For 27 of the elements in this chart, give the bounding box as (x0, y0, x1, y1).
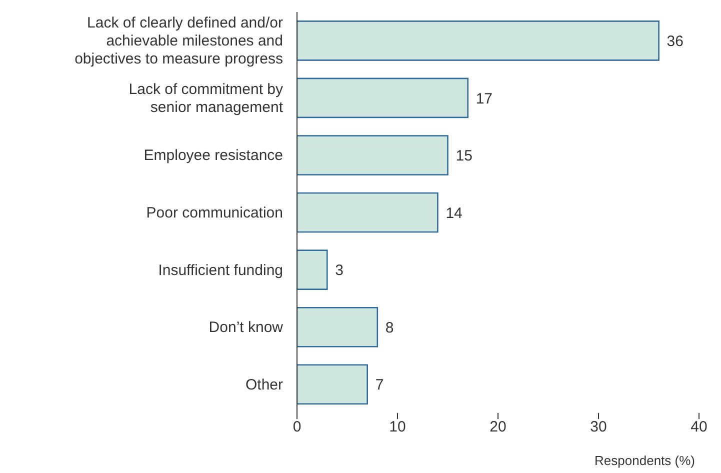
x-tick-label: 10 (389, 418, 406, 436)
y-tick-label: Insufficient funding (158, 261, 283, 278)
x-tick-label: 30 (590, 418, 607, 436)
y-tick-label: Lack of commitment by senior management (128, 80, 284, 116)
y-tick-label: Don’t know (208, 318, 284, 336)
bar (297, 192, 438, 233)
data-label: 17 (476, 90, 493, 108)
y-tick-label: Poor communication (146, 204, 283, 221)
x-axis-title: Respondents (%) (594, 453, 695, 468)
x-tick-label: 20 (490, 418, 506, 436)
bar (297, 364, 368, 405)
bar (297, 306, 378, 348)
bar (297, 78, 468, 118)
y-tick-label: Employee resistance (144, 146, 283, 164)
data-label: 36 (666, 32, 684, 50)
bar (297, 250, 328, 290)
y-tick-label: Lack of clearly defined and/or achievable milestones and objectives to measure progress (74, 14, 284, 68)
y-tick-label: Other (245, 376, 284, 393)
x-tick-label: 40 (690, 418, 708, 436)
data-label: 14 (446, 204, 462, 222)
data-label: 8 (385, 319, 394, 336)
x-tick-label: 0 (292, 418, 302, 436)
data-label: 15 (456, 148, 472, 165)
bar (297, 135, 448, 176)
data-label: 3 (335, 262, 344, 280)
bar (297, 20, 660, 61)
data-label: 7 (375, 376, 384, 394)
